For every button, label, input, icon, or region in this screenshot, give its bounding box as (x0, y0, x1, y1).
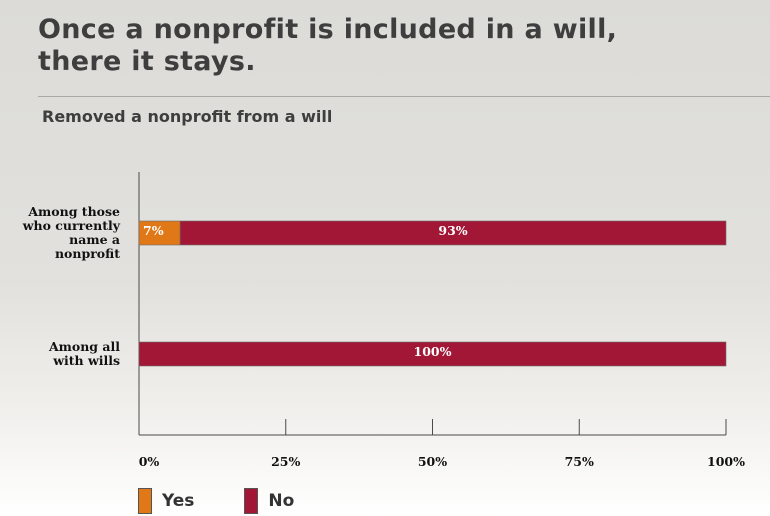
legend-label-yes: Yes (162, 491, 195, 511)
x-tick-label: 50% (418, 454, 447, 469)
legend-label-no: No (268, 491, 295, 511)
category-label-line: who currently (22, 218, 121, 233)
category-label-line: Among all (48, 339, 120, 354)
category-label: Among all with wills (48, 339, 120, 368)
category-label-line: nonprofit (55, 246, 120, 261)
chart-subtitle: Removed a nonprofit from a will (42, 107, 333, 126)
category-label-line: with wills (52, 353, 120, 368)
bar-segment-yes (138, 220, 181, 246)
bar-segment-no (138, 341, 727, 367)
x-tick-label: 100% (707, 454, 745, 469)
legend: Yes No (138, 488, 344, 514)
slide-title: Once a nonprofit is included in a will, … (38, 14, 738, 78)
bar-data-label: 7% (143, 223, 164, 238)
x-tick-label: 0% (139, 454, 160, 469)
category-label-line: Among those (27, 204, 120, 219)
legend-swatch-yes (138, 488, 152, 514)
legend-swatch-no (244, 488, 259, 514)
category-label: Among those who currently name a nonprofit (22, 204, 121, 261)
legend-item-yes: Yes (138, 488, 194, 514)
title-line-1: Once a nonprofit is included in a will, (38, 14, 618, 45)
x-tick-label: 25% (271, 454, 300, 469)
title-divider (38, 96, 770, 97)
x-tick-label: 75% (565, 454, 594, 469)
bar-segment-no (179, 220, 727, 246)
category-label-line: name a (69, 232, 120, 247)
title-line-2: there it stays. (38, 46, 256, 77)
legend-item-no: No (244, 488, 294, 514)
bar-data-label: 93% (438, 223, 467, 238)
bar-data-label: 100% (414, 344, 452, 359)
